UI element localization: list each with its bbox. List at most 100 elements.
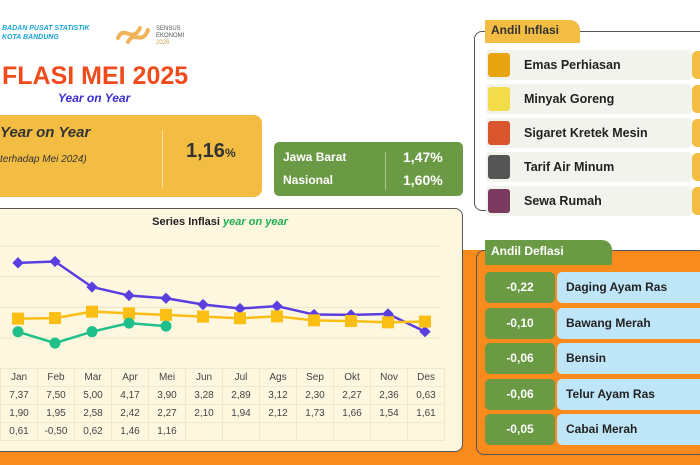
data-label: 3,90: [148, 386, 186, 405]
item-name: Sewa Rumah: [524, 194, 602, 208]
data-point: [160, 308, 172, 321]
data-label: 7,37: [0, 386, 38, 405]
data-label: [407, 422, 445, 441]
orange-background: [0, 452, 700, 465]
chart-title: Series Inflasi year on year: [0, 216, 440, 228]
data-label: [333, 422, 371, 441]
data-label: [222, 422, 260, 441]
data-point: [345, 315, 357, 328]
data-label: 2,89: [222, 386, 260, 405]
yoy-sub: terhadap Mei 2024): [0, 154, 87, 165]
item-value: -0,10: [485, 307, 555, 339]
andil-inflasi-item: Sewa Rumah: [486, 186, 692, 216]
data-point: [86, 305, 98, 318]
data-label: 1,94: [222, 404, 260, 423]
item-name: Tarif Air Minum: [524, 160, 615, 174]
item-name: Sigaret Kretek Mesin: [524, 126, 648, 140]
chart-title-italic: year on year: [223, 216, 288, 228]
house-icon: [488, 189, 510, 213]
data-label: 0,63: [407, 386, 445, 405]
data-point: [49, 337, 61, 349]
andil-inflasi-item: Emas Perhiasan: [486, 50, 692, 80]
data-point: [419, 315, 431, 328]
item-value: -0,06: [485, 378, 555, 410]
month-label: Jun: [185, 368, 223, 387]
data-point: [419, 325, 431, 338]
svg-text:SENSUS: SENSUS: [156, 26, 181, 32]
org-name: BADAN PUSAT STATISTIK KOTA BANDUNG: [2, 24, 90, 42]
data-point: [382, 316, 394, 329]
data-point: [12, 257, 24, 269]
data-label: [296, 422, 334, 441]
month-label: Mei: [148, 368, 186, 387]
yoy-unit: %: [224, 146, 236, 160]
data-table: Jan Feb Mar Apr Mei Jun Jul Ags Sep Okt Nov Des 7,37…: [0, 368, 445, 441]
data-point: [234, 312, 246, 325]
region-value: 1,47%: [403, 149, 443, 165]
data-label: 3,12: [259, 386, 297, 405]
month-label: Jul: [222, 368, 260, 387]
data-point: [12, 312, 24, 325]
svg-text:2026: 2026: [156, 40, 170, 46]
data-label: 5,00: [74, 386, 112, 405]
andil-inflasi-value-box: [692, 51, 700, 79]
andil-inflasi-title: Andil Inflasi: [485, 20, 580, 43]
item-name: Bawang Merah: [557, 307, 700, 339]
svg-text:EKONOMI: EKONOMI: [156, 33, 185, 39]
month-label: Apr: [111, 368, 149, 387]
water-tap-icon: [488, 155, 510, 179]
page-subtitle: Year on Year: [58, 91, 131, 105]
data-label: 0,61: [0, 422, 38, 441]
item-name: Daging Ayam Ras: [557, 272, 700, 303]
org-line1: BADAN PUSAT STATISTIK: [2, 25, 90, 32]
divider: [385, 152, 386, 190]
data-label: [370, 422, 408, 441]
data-label: -0,50: [37, 422, 75, 441]
data-label: 2,10: [185, 404, 223, 423]
andil-inflasi-value-box: [692, 85, 700, 113]
month-label: Feb: [37, 368, 75, 387]
region-value: 1,60%: [403, 172, 443, 188]
chart-title-text: Series Inflasi: [152, 216, 220, 228]
item-value: -0,22: [485, 272, 555, 303]
org-line2: KOTA BANDUNG: [2, 34, 59, 41]
data-point: [160, 320, 172, 332]
month-label: Mar: [74, 368, 112, 387]
line-chart: [0, 245, 440, 349]
item-name: Bensin: [557, 343, 700, 374]
andil-inflasi-item: Sigaret Kretek Mesin: [486, 118, 692, 148]
data-point: [160, 292, 172, 304]
table-row: 7,37 7,50 5,00 4,17 3,90 3,28 2,89 3,12 2,30 2,27…: [0, 386, 445, 405]
andil-inflasi-item: Minyak Goreng: [486, 84, 692, 114]
item-value: -0,06: [485, 343, 555, 374]
data-label: 7,50: [37, 386, 75, 405]
cooking-oil-icon: [488, 87, 510, 111]
series-line: [17, 260, 426, 333]
data-label: 1,73: [296, 404, 334, 423]
item-name: Minyak Goreng: [524, 92, 615, 106]
series-line: [17, 310, 426, 324]
data-point: [123, 289, 135, 302]
data-label: 1,61: [407, 404, 445, 423]
data-point: [86, 326, 98, 338]
data-label: [185, 422, 223, 441]
data-label: 2,36: [370, 386, 408, 405]
data-point: [197, 310, 209, 323]
month-label: Nov: [370, 368, 408, 387]
data-point: [271, 310, 283, 323]
data-label: 1,66: [333, 404, 371, 423]
item-value: -0,05: [485, 414, 555, 445]
month-label: Jan: [0, 368, 38, 387]
data-point: [308, 314, 320, 327]
data-label: 1,95: [37, 404, 75, 423]
table-row: 0,61 -0,50 0,62 1,46 1,16: [0, 422, 445, 441]
month-label: Sep: [296, 368, 334, 387]
month-label: Ags: [259, 368, 297, 387]
item-name: Emas Perhiasan: [524, 58, 621, 72]
data-label: 1,16: [148, 422, 186, 441]
data-label: 0,62: [74, 422, 112, 441]
regional-card: Jawa Barat 1,47% Nasional 1,60%: [274, 142, 463, 196]
data-point: [12, 326, 24, 338]
item-name: Cabai Merah: [557, 414, 700, 445]
data-label: 2,12: [259, 404, 297, 423]
